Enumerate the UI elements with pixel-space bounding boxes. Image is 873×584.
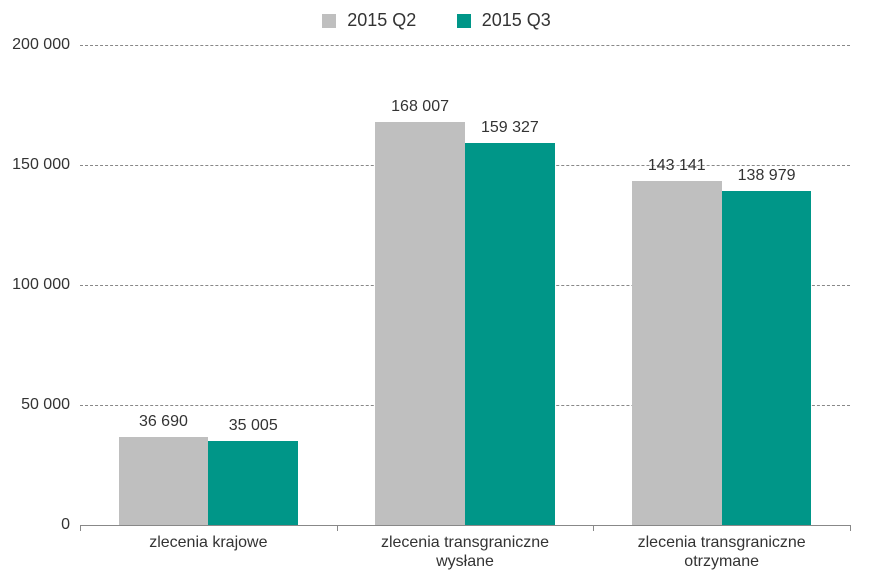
plot-area: 050 000100 000150 000200 00036 69035 005…	[80, 45, 850, 525]
bar-value-label: 35 005	[229, 417, 278, 435]
y-axis-label: 200 000	[12, 36, 70, 54]
bar-value-label: 143 141	[648, 157, 706, 175]
x-category-label: zlecenia krajowe	[98, 533, 318, 552]
x-tick	[850, 525, 851, 531]
gridline	[80, 45, 850, 46]
bar-value-label: 36 690	[139, 413, 188, 431]
legend-label-1: 2015 Q3	[482, 10, 551, 30]
bar-value-label: 138 979	[738, 167, 796, 185]
bar	[375, 122, 465, 525]
chart-container: 2015 Q2 2015 Q3 0 50 000 100 000 150 000 200…	[0, 0, 873, 584]
x-tick	[593, 525, 594, 531]
y-axis-label: 50 000	[21, 396, 70, 414]
legend-item-1: 2015 Q3	[457, 10, 551, 31]
x-tick	[337, 525, 338, 531]
y-axis-label: 0	[61, 516, 70, 534]
legend-item-0: 2015 Q2	[322, 10, 416, 31]
bar	[208, 441, 298, 525]
y-axis-label: 150 000	[12, 156, 70, 174]
bar-value-label: 168 007	[391, 98, 449, 116]
legend: 2015 Q2 2015 Q3	[0, 10, 873, 31]
bar	[722, 191, 812, 525]
bar	[119, 437, 209, 525]
legend-swatch-1	[457, 14, 471, 28]
legend-label-0: 2015 Q2	[347, 10, 416, 30]
bar	[465, 143, 555, 525]
x-tick	[80, 525, 81, 531]
x-category-label: zlecenia transgraniczne otrzymane	[612, 533, 832, 571]
bar	[632, 181, 722, 525]
gridline	[80, 525, 850, 526]
legend-swatch-0	[322, 14, 336, 28]
x-category-label: zlecenia transgraniczne wysłane	[355, 533, 575, 571]
bar-value-label: 159 327	[481, 119, 539, 137]
y-axis-label: 100 000	[12, 276, 70, 294]
